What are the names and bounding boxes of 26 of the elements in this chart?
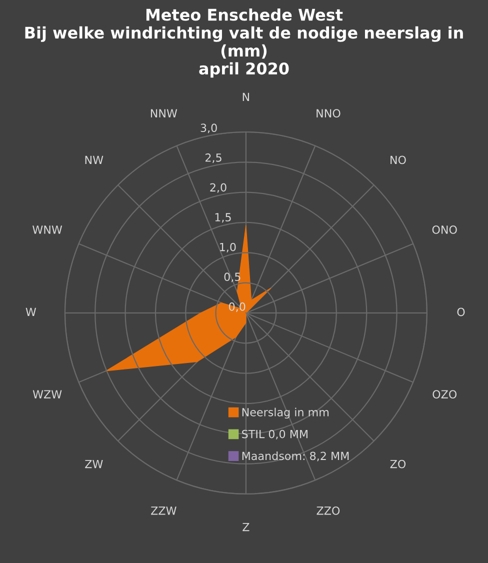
chart-title: Meteo Enschede West Bij welke windrichting valt de nodige neerslag in (mm) april 2020 (25, 8, 463, 78)
y-tick-label: 1,5 (215, 213, 231, 223)
y-tick-label: 2,0 (210, 183, 226, 193)
text: STIL 0,0 MM (242, 430, 308, 440)
spoke-label: W (26, 308, 36, 316)
y-tick-label: 1,0 (220, 242, 236, 252)
spoke-label: ZO (390, 460, 406, 468)
spoke-label: ZZW (151, 506, 176, 515)
spoke-label: ZZO (316, 506, 340, 515)
spoke-label: NW (85, 156, 104, 164)
spoke-label: WNW (32, 226, 62, 234)
spoke-label: O (457, 308, 465, 316)
spoke-label: N (242, 92, 250, 102)
spoke-label: Z (242, 522, 250, 532)
y-tick-label: 0,0 (229, 302, 246, 312)
legend-label: Neerslag in mm (242, 408, 329, 419)
spoke-label: ZW (85, 460, 103, 468)
text: Maandsom: 8,2 MM (242, 452, 349, 462)
spoke-label: NO (390, 156, 406, 164)
spoke-label: NNW (150, 109, 178, 118)
y-tick-label: 2,5 (206, 153, 222, 163)
spoke-label: ONO (432, 226, 457, 234)
spoke-label: NNO (316, 109, 340, 118)
y-tick-label: 3,0 (200, 124, 217, 134)
spoke-label: WZW (32, 390, 62, 398)
spoke-label: OZO (432, 390, 457, 398)
